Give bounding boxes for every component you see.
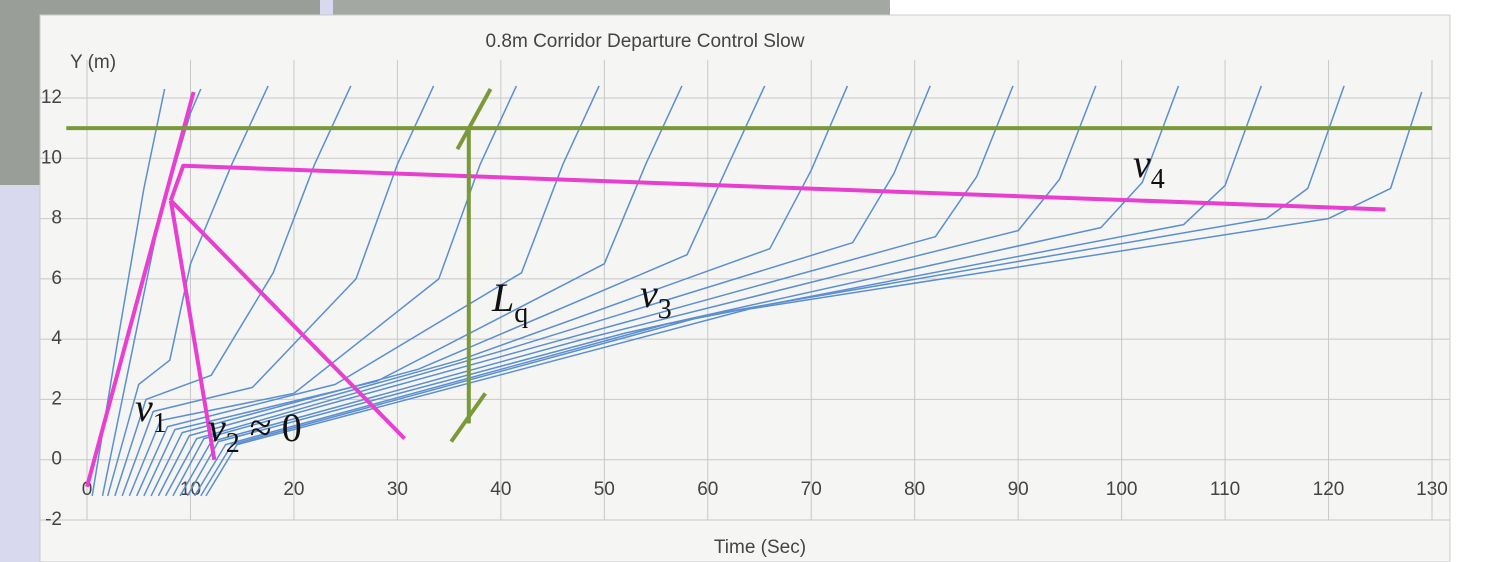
trajectory bbox=[143, 85, 683, 497]
annotation: v3 bbox=[640, 271, 672, 325]
y-tick-label: 4 bbox=[51, 328, 62, 349]
y-tick-label: 2 bbox=[51, 388, 62, 409]
annotation-subscript: 3 bbox=[658, 294, 672, 325]
reference-line bbox=[449, 392, 487, 443]
x-tick-label: 20 bbox=[283, 479, 304, 500]
x-tick-label: 110 bbox=[1210, 479, 1240, 500]
y-tick-label: 12 bbox=[41, 87, 62, 108]
reference-line bbox=[455, 88, 493, 151]
annotation-subscript: 4 bbox=[1151, 164, 1165, 195]
x-tick-label: 120 bbox=[1313, 479, 1345, 500]
x-tick-label: 80 bbox=[904, 479, 925, 500]
x-tick-label: 100 bbox=[1106, 479, 1138, 500]
annotation-subscript: 1 bbox=[153, 408, 167, 439]
annotation: v1 bbox=[135, 385, 167, 439]
y-tick-label: 0 bbox=[51, 449, 62, 470]
reference-line bbox=[168, 163, 1386, 212]
trajectory bbox=[172, 85, 1014, 497]
trajectory bbox=[106, 85, 269, 497]
x-tick-label: 130 bbox=[1416, 479, 1448, 500]
annotation-text: L bbox=[491, 275, 514, 320]
trajectory bbox=[200, 85, 1345, 497]
trajectory bbox=[114, 85, 352, 497]
x-tick-label: 60 bbox=[697, 479, 718, 500]
x-tick-label: 50 bbox=[594, 479, 615, 500]
y-tick-label: 10 bbox=[41, 147, 62, 168]
x-axis-label: Time (Sec) bbox=[714, 537, 806, 558]
annotation-text: v bbox=[1133, 141, 1151, 186]
trajectory bbox=[157, 85, 849, 497]
annotation-subscript: q bbox=[514, 298, 528, 329]
x-tick-label: 40 bbox=[490, 479, 511, 500]
reference-line bbox=[85, 91, 196, 488]
chart-title: 0.8m Corridor Departure Control Slow bbox=[486, 31, 805, 52]
annotation: v2 ≈ 0 bbox=[208, 405, 302, 459]
x-tick-label: 30 bbox=[387, 479, 408, 500]
y-tick-label: 6 bbox=[51, 268, 62, 289]
reference-line bbox=[169, 199, 407, 441]
trajectory bbox=[150, 85, 766, 497]
trajectory bbox=[121, 85, 435, 497]
x-tick-label: 0 bbox=[82, 479, 93, 500]
annotation-text: v bbox=[135, 385, 153, 430]
x-tick-label: 90 bbox=[1008, 479, 1029, 500]
trajectory bbox=[179, 85, 1097, 497]
reference-line bbox=[168, 200, 217, 461]
trajectory bbox=[136, 85, 600, 497]
trajectory bbox=[164, 85, 931, 497]
annotation: v4 bbox=[1133, 141, 1165, 195]
annotation-text: v bbox=[640, 271, 658, 316]
trajectory bbox=[128, 85, 518, 497]
trajectory bbox=[205, 91, 1423, 497]
trajectory bbox=[193, 85, 1263, 497]
x-tick-label: 70 bbox=[801, 479, 822, 500]
annotation: Lq bbox=[491, 275, 528, 329]
y-tick-label: 8 bbox=[51, 208, 62, 229]
annotation-subscript: 2 bbox=[226, 428, 240, 459]
annotation-suffix: ≈ 0 bbox=[240, 405, 302, 450]
y-tick-label: -2 bbox=[45, 509, 62, 530]
annotation-text: v bbox=[208, 405, 226, 450]
y-axis-label: Y (m) bbox=[70, 52, 116, 73]
